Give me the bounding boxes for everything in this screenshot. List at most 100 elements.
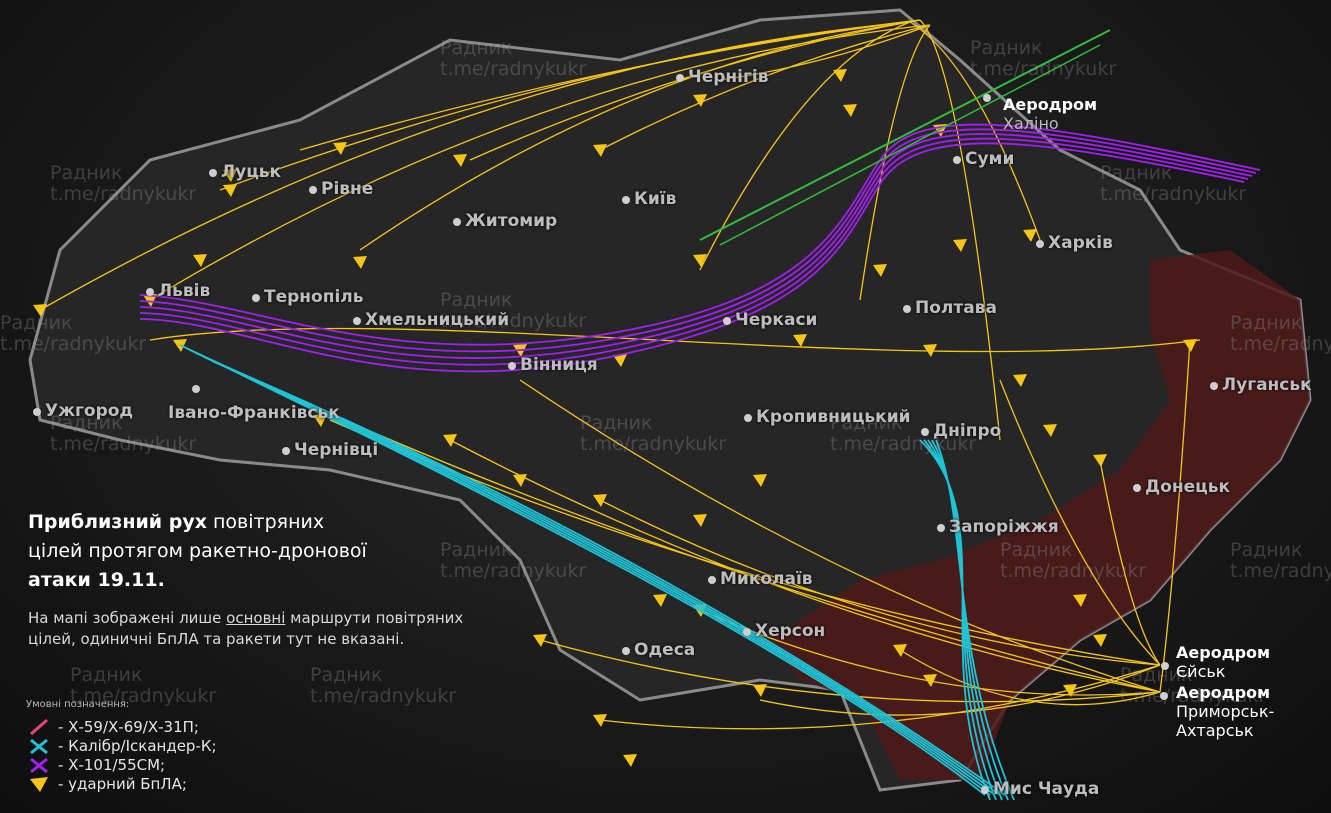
watermark-line: t.me/radnykukr bbox=[440, 560, 587, 582]
airfield-dot bbox=[983, 94, 991, 102]
drone-marker bbox=[193, 254, 207, 267]
watermark-line: t.me/radnykukr bbox=[970, 58, 1117, 80]
map-note: На мапі зображені лише основні маршрути … bbox=[28, 609, 464, 648]
city-label: Суми bbox=[965, 149, 1015, 169]
airfield-khalino: Аеродром Халіно bbox=[1003, 95, 1098, 133]
city-label: Львів bbox=[158, 281, 211, 301]
drone-route bbox=[909, 21, 1041, 241]
ukraine-border bbox=[28, 8, 1312, 792]
city-label: Луцьк bbox=[221, 162, 282, 182]
city-dot bbox=[252, 294, 260, 302]
city-label: Ужгород bbox=[45, 401, 134, 421]
drone-marker bbox=[693, 514, 707, 527]
city-label: Вінниця bbox=[520, 355, 598, 375]
watermark-line: Радник bbox=[1230, 312, 1303, 334]
city-label: Хмельницький bbox=[365, 310, 510, 330]
watermark-line: Радник bbox=[70, 664, 143, 686]
drone-marker bbox=[453, 154, 467, 167]
drone-marker bbox=[793, 334, 807, 347]
city-dot bbox=[622, 647, 630, 655]
watermark-line: t.me/radnykukr bbox=[580, 433, 727, 455]
cyan-cross-icon bbox=[30, 738, 48, 755]
drone-marker bbox=[1023, 229, 1037, 242]
watermark-line: Радник bbox=[970, 37, 1043, 59]
kalibr-route bbox=[211, 360, 1015, 801]
drone-marker bbox=[1093, 454, 1107, 467]
city-dot bbox=[723, 317, 731, 325]
drone-marker bbox=[593, 144, 607, 157]
city-dot bbox=[1036, 240, 1044, 248]
drone-marker bbox=[653, 594, 667, 607]
legend-item-x59: - Х-59/Х-69/Х-31П; bbox=[28, 718, 199, 736]
city-label: Рівне bbox=[321, 179, 374, 199]
city-dot bbox=[192, 385, 200, 393]
watermark-line: t.me/radnykukr bbox=[1100, 183, 1247, 205]
city-label: Кропивницький bbox=[756, 407, 911, 427]
green-route bbox=[719, 44, 1101, 246]
drone-marker bbox=[443, 434, 457, 447]
drone-route bbox=[359, 21, 911, 251]
city-label: Одеса bbox=[634, 640, 696, 660]
city-label: Івано-Франківськ bbox=[168, 403, 340, 423]
city-label: Житомир bbox=[465, 211, 558, 231]
watermark-line: t.me/radnykukr bbox=[440, 58, 587, 80]
drone-marker bbox=[693, 94, 707, 107]
drone-route bbox=[519, 379, 1161, 693]
drone-marker bbox=[693, 254, 707, 267]
city-dot bbox=[353, 317, 361, 325]
city-dot bbox=[676, 74, 684, 82]
watermark-line: t.me/radnykukr bbox=[70, 685, 217, 707]
drone-marker bbox=[953, 239, 967, 252]
drone-marker bbox=[893, 644, 907, 657]
drone-route bbox=[449, 439, 1161, 693]
watermark-line: t.me/radnykukr bbox=[310, 685, 457, 707]
city-label: Тернопіль bbox=[264, 287, 364, 307]
watermark-line: t.me/radnykukr bbox=[1230, 333, 1331, 355]
drone-marker bbox=[843, 104, 857, 117]
city-dot bbox=[282, 447, 290, 455]
watermark-line: Радник bbox=[1120, 664, 1193, 686]
watermark-line: Радник bbox=[440, 289, 513, 311]
drone-marker bbox=[753, 474, 767, 487]
purple-cross-icon bbox=[30, 757, 48, 774]
watermark-line: t.me/radnykukr bbox=[440, 310, 587, 332]
drone-route bbox=[759, 664, 1161, 716]
yellow-drone-icon bbox=[30, 777, 48, 792]
city-label: Чернігів bbox=[688, 67, 769, 87]
legend-item-x101: - Х-101/55СМ; bbox=[28, 756, 165, 774]
city-dot bbox=[1210, 382, 1218, 390]
city-dot bbox=[921, 428, 929, 436]
city-dot bbox=[622, 196, 630, 204]
drone-route bbox=[699, 21, 911, 271]
watermark-line: t.me/radnykukr bbox=[0, 333, 147, 355]
airfield-primorsk: Аеродром Приморськ-Ахтарськ bbox=[1176, 683, 1275, 740]
drone-marker bbox=[873, 264, 887, 277]
drone-marker bbox=[353, 256, 367, 269]
routes-layer bbox=[33, 19, 1261, 801]
city-dot bbox=[743, 628, 751, 636]
drone-marker bbox=[533, 634, 547, 647]
airfield-dot bbox=[1161, 662, 1169, 670]
city-dot bbox=[309, 186, 317, 194]
city-label: Чернівці bbox=[294, 440, 379, 460]
drone-marker bbox=[1183, 339, 1197, 352]
drone-route bbox=[149, 24, 931, 301]
drone-marker bbox=[223, 184, 237, 197]
watermark-line: t.me/radnykukr bbox=[1000, 560, 1147, 582]
pink-missile-icon bbox=[30, 718, 48, 736]
city-dot bbox=[453, 218, 461, 226]
x101-route bbox=[139, 142, 1245, 373]
drone-marker bbox=[333, 142, 347, 155]
drone-marker bbox=[593, 494, 607, 507]
watermark-line: t.me/radnykukr bbox=[1120, 685, 1267, 707]
drone-marker bbox=[613, 354, 627, 367]
